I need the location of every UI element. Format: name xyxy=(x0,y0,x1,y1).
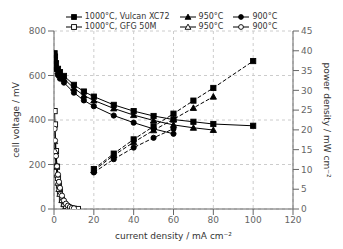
html-text:1000°C, Vulcan XC72: 1000°C, Vulcan XC72 xyxy=(84,12,170,21)
svg-text:100: 100 xyxy=(245,215,262,225)
svg-text:power density / mW cm⁻²: power density / mW cm⁻² xyxy=(322,62,332,177)
svg-text:400: 400 xyxy=(29,115,46,125)
svg-text:current density / mA cm⁻²: current density / mA cm⁻² xyxy=(115,231,232,241)
svg-text:10: 10 xyxy=(301,165,313,175)
html-text:900°C: 900°C xyxy=(252,12,278,21)
svg-text:0: 0 xyxy=(301,204,307,214)
svg-text:30: 30 xyxy=(301,86,313,96)
svg-text:20: 20 xyxy=(301,125,313,135)
svg-text:0: 0 xyxy=(51,215,57,225)
svg-text:5: 5 xyxy=(301,184,307,194)
html-text:950°C: 950°C xyxy=(198,12,224,21)
html-text:950°C: 950°C xyxy=(198,22,224,31)
svg-text:25: 25 xyxy=(301,105,312,115)
svg-text:120: 120 xyxy=(284,215,301,225)
svg-text:800: 800 xyxy=(29,26,46,36)
svg-text:80: 80 xyxy=(208,215,220,225)
html-text:900°C: 900°C xyxy=(252,22,278,31)
svg-text:40: 40 xyxy=(128,215,140,225)
html-text:1000°C, GFG 50M: 1000°C, GFG 50M xyxy=(84,22,157,31)
svg-text:0: 0 xyxy=(40,204,46,214)
svg-text:200: 200 xyxy=(29,160,46,170)
svg-text:60: 60 xyxy=(168,215,180,225)
svg-text:cell voltage / mV: cell voltage / mV xyxy=(11,81,21,157)
svg-text:40: 40 xyxy=(301,46,313,56)
svg-text:35: 35 xyxy=(301,66,312,76)
svg-text:45: 45 xyxy=(301,26,312,36)
svg-text:20: 20 xyxy=(88,215,100,225)
svg-text:15: 15 xyxy=(301,145,312,155)
svg-text:600: 600 xyxy=(29,71,46,81)
